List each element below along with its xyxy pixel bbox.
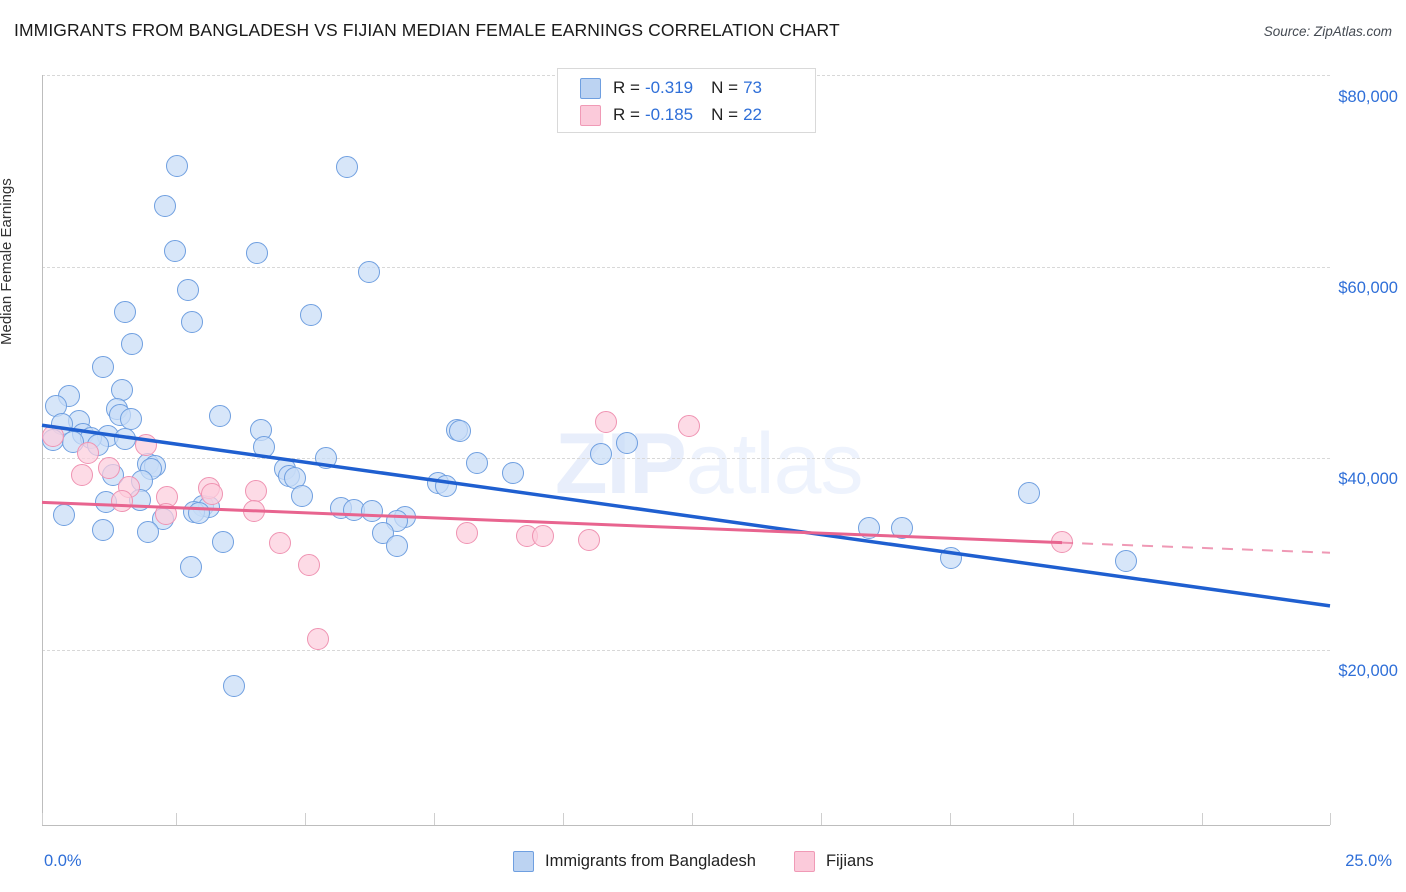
n-label-bangladesh: N = xyxy=(711,78,739,97)
r-label-fijians: R = xyxy=(613,105,640,124)
data-point-fijians[interactable] xyxy=(595,410,618,433)
gridline-60000 xyxy=(42,267,1330,268)
data-point-fijians[interactable] xyxy=(71,463,94,486)
data-point-bangladesh[interactable] xyxy=(121,332,144,355)
y-tick-label-80000: $80,000 xyxy=(1338,88,1398,106)
data-point-bangladesh[interactable] xyxy=(136,521,159,544)
x-axis-max-label: 25.0% xyxy=(1345,852,1392,870)
n-value-bangladesh: 73 xyxy=(743,78,762,97)
gridline-20000 xyxy=(42,650,1330,651)
data-point-bangladesh[interactable] xyxy=(615,432,638,454)
legend-label-bangladesh: Immigrants from Bangladesh xyxy=(545,852,756,870)
data-point-bangladesh[interactable] xyxy=(335,155,358,178)
source-label: Source: ZipAtlas.com xyxy=(1263,24,1392,39)
x-tick xyxy=(176,813,177,825)
y-axis-line xyxy=(42,75,43,825)
legend-swatch-fijians-icon xyxy=(793,851,815,872)
data-point-bangladesh[interactable] xyxy=(119,408,142,431)
data-point-bangladesh[interactable] xyxy=(176,278,199,301)
r-label-bangladesh: R = xyxy=(613,78,640,97)
data-point-fijians[interactable] xyxy=(306,627,329,650)
y-axis-title: Median Female Earnings xyxy=(0,178,15,345)
data-point-bangladesh[interactable] xyxy=(857,516,880,539)
data-point-fijians[interactable] xyxy=(77,441,100,464)
data-point-fijians[interactable] xyxy=(297,554,320,577)
legend-swatch-bangladesh-icon xyxy=(513,851,534,872)
data-point-bangladesh[interactable] xyxy=(386,534,409,557)
x-tick xyxy=(692,813,693,825)
data-point-bangladesh[interactable] xyxy=(52,503,75,526)
y-tick-label-20000: $20,000 xyxy=(1338,662,1398,680)
page-title: IMMIGRANTS FROM BANGLADESH VS FIJIAN MED… xyxy=(14,20,840,40)
x-tick xyxy=(42,813,43,825)
n-value-fijians: 22 xyxy=(743,105,762,124)
data-point-fijians[interactable] xyxy=(1051,530,1074,553)
gridline-40000 xyxy=(42,458,1330,459)
data-point-bangladesh[interactable] xyxy=(502,461,525,484)
stats-legend-row-fijians: R = -0.185 N = 22 xyxy=(580,102,762,128)
data-point-bangladesh[interactable] xyxy=(300,303,323,326)
data-point-bangladesh[interactable] xyxy=(153,195,176,218)
x-tick xyxy=(1330,813,1331,825)
data-point-fijians[interactable] xyxy=(456,521,479,544)
data-point-bangladesh[interactable] xyxy=(181,311,204,334)
data-point-fijians[interactable] xyxy=(154,502,177,525)
x-tick xyxy=(950,813,951,825)
data-point-bangladesh[interactable] xyxy=(360,500,383,523)
data-point-bangladesh[interactable] xyxy=(246,242,269,265)
data-point-bangladesh[interactable] xyxy=(91,356,114,379)
data-point-bangladesh[interactable] xyxy=(208,405,231,428)
data-point-bangladesh[interactable] xyxy=(91,519,114,542)
data-point-bangladesh[interactable] xyxy=(165,155,188,178)
data-point-bangladesh[interactable] xyxy=(252,435,275,458)
n-label-fijians: N = xyxy=(711,105,739,124)
data-point-bangladesh[interactable] xyxy=(358,261,381,284)
y-tick-label-40000: $40,000 xyxy=(1338,470,1398,488)
data-point-fijians[interactable] xyxy=(269,532,292,555)
legend-item-bangladesh[interactable]: Immigrants from Bangladesh xyxy=(513,851,756,872)
data-point-fijians[interactable] xyxy=(578,528,601,551)
legend-item-fijians[interactable]: Fijians xyxy=(793,851,874,872)
data-point-fijians[interactable] xyxy=(201,482,224,505)
data-point-bangladesh[interactable] xyxy=(222,675,245,698)
data-point-bangladesh[interactable] xyxy=(291,484,314,507)
x-axis-min-label: 0.0% xyxy=(44,852,82,870)
x-tick xyxy=(305,813,306,825)
legend-swatch-bangladesh-icon xyxy=(580,77,601,99)
data-point-fijians[interactable] xyxy=(97,456,120,479)
x-tick xyxy=(563,813,564,825)
data-point-bangladesh[interactable] xyxy=(212,530,235,553)
data-point-bangladesh[interactable] xyxy=(589,443,612,466)
legend-swatch-fijians-icon xyxy=(580,104,601,126)
x-tick xyxy=(1073,813,1074,825)
x-axis-line xyxy=(42,825,1330,826)
series-legend: Immigrants from Bangladesh Fijians xyxy=(513,851,912,872)
data-point-fijians[interactable] xyxy=(135,433,158,456)
r-value-fijians: -0.185 xyxy=(644,105,694,124)
data-point-fijians[interactable] xyxy=(244,479,267,502)
data-point-bangladesh[interactable] xyxy=(435,474,458,497)
y-tick-label-60000: $60,000 xyxy=(1338,279,1398,297)
legend-label-fijians: Fijians xyxy=(825,852,874,870)
x-tick xyxy=(821,813,822,825)
stats-legend: R = -0.319 N = 73 R = -0.185 N = 22 xyxy=(557,68,816,133)
data-point-bangladesh[interactable] xyxy=(180,555,203,578)
x-tick xyxy=(434,813,435,825)
r-value-bangladesh: -0.319 xyxy=(644,78,694,97)
stats-legend-row-bangladesh: R = -0.319 N = 73 xyxy=(580,75,762,101)
data-point-fijians[interactable] xyxy=(677,414,700,437)
plot-area xyxy=(42,75,1330,825)
data-point-bangladesh[interactable] xyxy=(114,300,137,323)
data-point-bangladesh[interactable] xyxy=(1017,481,1040,504)
data-point-bangladesh[interactable] xyxy=(163,239,186,262)
x-tick xyxy=(1202,813,1203,825)
